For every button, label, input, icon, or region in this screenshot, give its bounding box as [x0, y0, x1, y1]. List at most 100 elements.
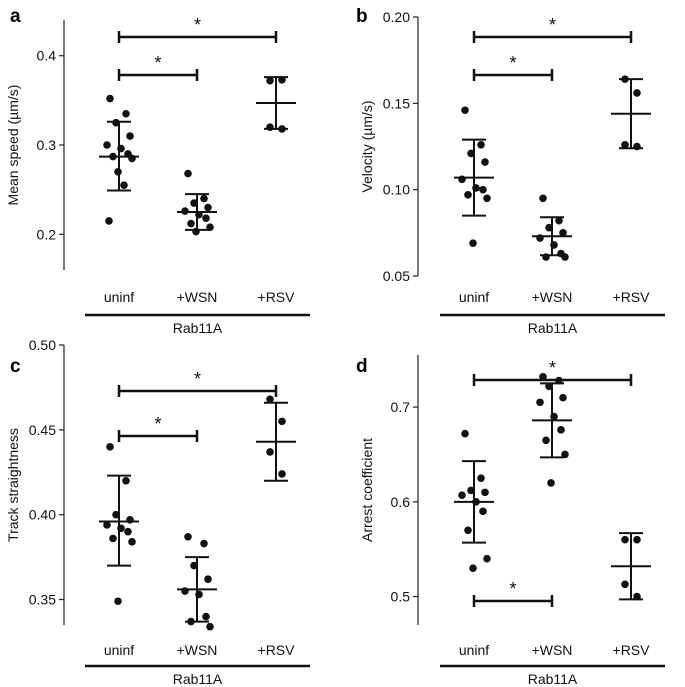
- y-tick-label: 0.3: [37, 137, 57, 153]
- data-point: [109, 534, 117, 543]
- data-point: [120, 181, 128, 189]
- data-point: [469, 564, 477, 572]
- y-tick-label: 0.20: [383, 9, 410, 25]
- data-point: [266, 76, 274, 85]
- group-label: Rab11A: [173, 320, 223, 336]
- data-point: [266, 395, 274, 404]
- category-label: +WSN: [532, 642, 573, 658]
- data-point: [481, 158, 489, 166]
- category-label: +WSN: [177, 289, 218, 305]
- group-label: Rab11A: [528, 671, 578, 687]
- y-tick-label: 0.10: [383, 182, 410, 198]
- data-point: [114, 597, 122, 606]
- y-axis-label: Mean speed (µm/s): [5, 85, 21, 206]
- panel-label-a: a: [10, 6, 21, 27]
- data-point: [202, 612, 210, 621]
- panel-label-d: d: [356, 356, 368, 377]
- category-label: +RSV: [258, 642, 296, 658]
- y-tick-label: 0.2: [37, 226, 57, 242]
- category-label: uninf: [459, 642, 489, 658]
- data-point: [278, 470, 286, 478]
- data-point: [557, 426, 565, 434]
- data-point: [200, 539, 208, 548]
- panel-label-c: c: [10, 356, 21, 377]
- data-point: [483, 554, 491, 563]
- data-point: [184, 532, 192, 541]
- y-tick-label: 0.15: [383, 95, 410, 111]
- group-label: Rab11A: [528, 320, 578, 336]
- significance-star: *: [154, 53, 161, 73]
- data-point: [467, 486, 475, 495]
- data-point: [106, 443, 114, 451]
- data-point: [547, 479, 555, 487]
- data-point: [621, 140, 629, 149]
- data-point: [461, 429, 469, 438]
- data-point: [122, 109, 130, 118]
- significance-star: *: [549, 358, 556, 378]
- category-label: uninf: [459, 289, 489, 305]
- data-point: [633, 535, 641, 544]
- y-tick-label: 0.5: [391, 589, 411, 605]
- data-point: [464, 526, 472, 535]
- data-point: [124, 527, 132, 536]
- significance-star: *: [509, 579, 516, 599]
- data-point: [206, 622, 214, 631]
- data-point: [542, 436, 550, 445]
- data-point: [106, 94, 114, 103]
- category-label: +WSN: [532, 289, 573, 305]
- data-point: [458, 491, 466, 500]
- significance-star: *: [194, 369, 201, 389]
- data-point: [204, 203, 212, 212]
- data-point: [184, 169, 192, 178]
- data-point: [621, 580, 629, 589]
- data-point: [112, 510, 120, 519]
- y-axis-label: Velocity (µm/s): [359, 100, 375, 192]
- data-point: [539, 372, 547, 381]
- data-point: [103, 141, 111, 149]
- y-tick-label: 0.50: [29, 337, 56, 353]
- y-axis-label: Arrest coefficient: [359, 438, 375, 542]
- data-point: [545, 223, 553, 232]
- data-point: [122, 476, 130, 485]
- data-point: [467, 149, 475, 158]
- data-point: [477, 140, 485, 149]
- y-tick-label: 0.4: [37, 48, 57, 64]
- category-label: +RSV: [258, 289, 296, 305]
- y-tick-label: 0.7: [391, 399, 411, 415]
- data-point: [539, 194, 547, 203]
- data-point: [633, 89, 641, 97]
- data-point: [469, 239, 477, 247]
- category-label: uninf: [104, 642, 134, 658]
- data-point: [190, 199, 198, 207]
- significance-star: *: [549, 15, 556, 35]
- panel-label-b: b: [356, 6, 368, 27]
- data-point: [464, 191, 472, 199]
- data-point: [204, 575, 212, 583]
- significance-star: *: [154, 414, 161, 434]
- data-point: [126, 132, 134, 140]
- data-point: [187, 219, 195, 228]
- significance-star: *: [509, 53, 516, 73]
- data-point: [278, 417, 286, 426]
- data-point: [105, 217, 113, 225]
- data-point: [477, 474, 485, 482]
- data-point: [536, 398, 544, 407]
- category-label: uninf: [104, 289, 134, 305]
- data-point: [190, 561, 198, 570]
- data-point: [479, 185, 487, 194]
- group-label: Rab11A: [173, 671, 223, 687]
- data-point: [559, 229, 567, 237]
- data-point: [555, 216, 563, 225]
- data-point: [461, 106, 469, 115]
- data-point: [481, 488, 489, 497]
- data-point: [266, 448, 274, 456]
- data-point: [479, 507, 487, 516]
- data-point: [103, 521, 111, 529]
- data-point: [128, 538, 136, 546]
- data-point: [200, 194, 208, 203]
- y-tick-label: 0.05: [383, 268, 410, 284]
- y-tick-label: 0.40: [29, 507, 56, 523]
- data-point: [202, 214, 210, 223]
- y-axis-label: Track straightness: [5, 428, 21, 542]
